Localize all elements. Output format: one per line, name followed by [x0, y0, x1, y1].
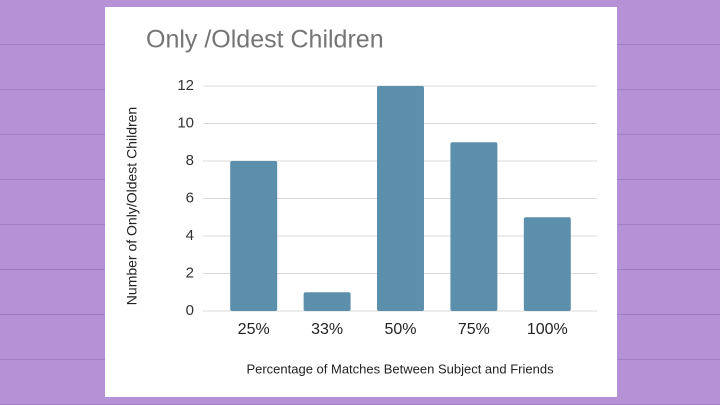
bar — [230, 161, 278, 311]
bar — [523, 217, 571, 311]
x-tick-label: 100% — [527, 321, 568, 338]
y-tick-label: 8 — [186, 152, 194, 169]
x-tick-label: 75% — [458, 321, 490, 338]
y-tick-label: 12 — [177, 77, 194, 94]
bar — [377, 86, 424, 311]
x-tick-label: 33% — [311, 321, 343, 338]
y-axis-label: Number of Only/Oldest Children — [124, 107, 140, 305]
bar — [450, 142, 498, 311]
y-tick-label: 0 — [186, 302, 194, 319]
chart-card — [105, 7, 617, 397]
x-tick-label: 25% — [238, 321, 270, 338]
y-tick-label: 10 — [177, 114, 194, 131]
bar — [303, 292, 351, 311]
x-axis-label: Percentage of Matches Between Subject an… — [246, 361, 554, 376]
chart-title: Only /Oldest Children — [146, 26, 384, 54]
y-tick-label: 2 — [186, 264, 194, 281]
y-tick-label: 4 — [186, 227, 194, 244]
x-tick-label: 50% — [384, 321, 416, 338]
y-tick-label: 6 — [186, 189, 194, 206]
